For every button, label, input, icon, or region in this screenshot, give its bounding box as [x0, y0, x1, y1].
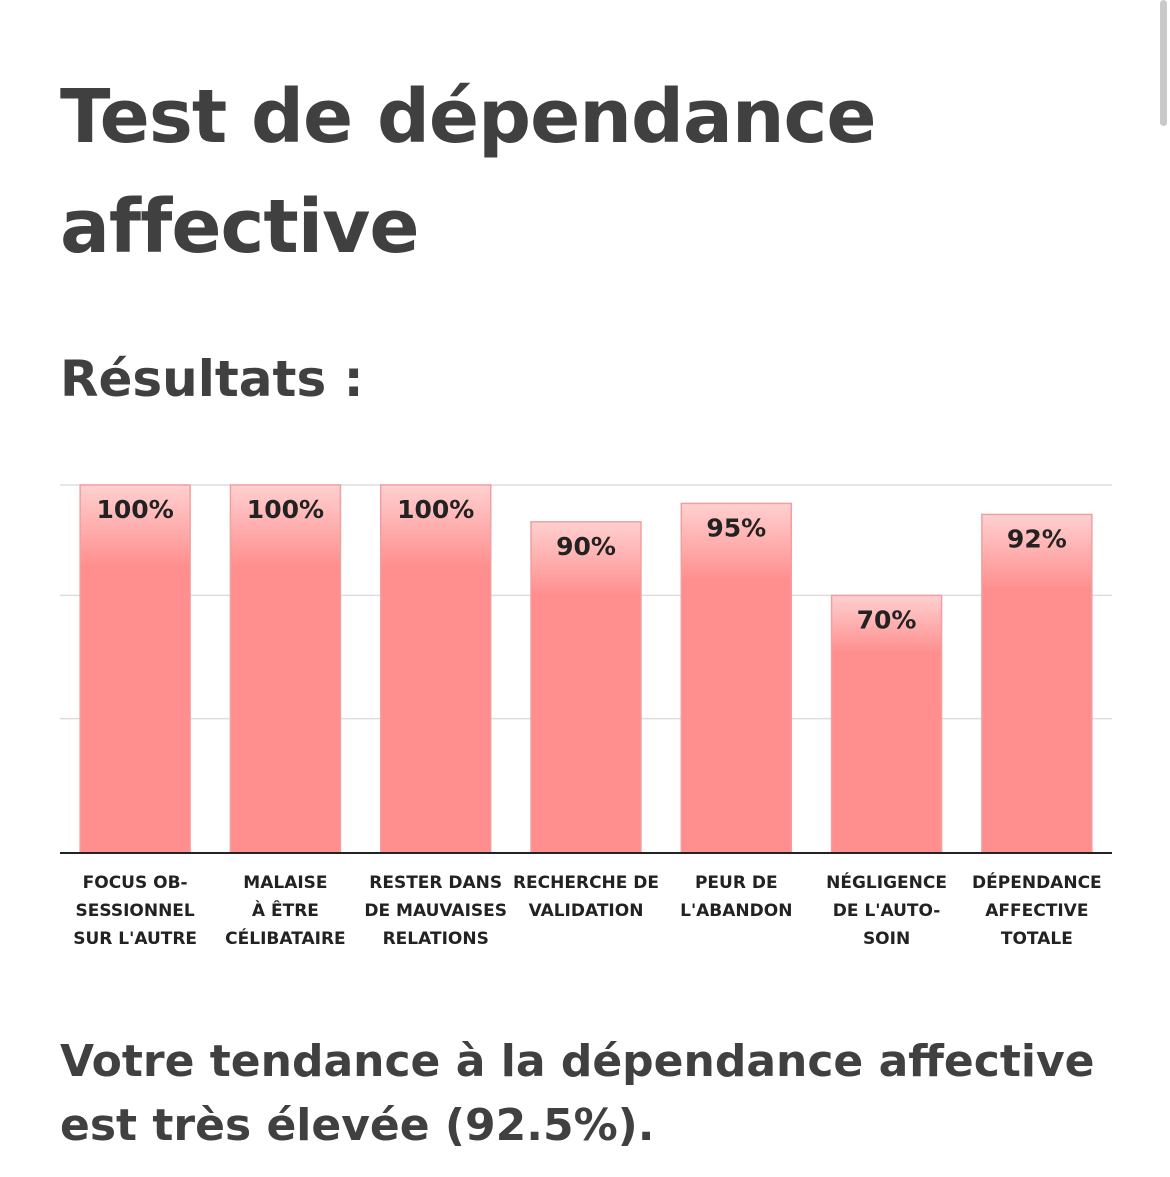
bar-value-label-0: 100%	[97, 495, 174, 524]
category-label-2: RESTER DANS DE MAUVAISES RELATIONS	[364, 873, 507, 949]
category-label-line: VALIDATION	[529, 901, 644, 921]
category-label-line: DÉPENDANCE	[972, 871, 1102, 893]
result-summary: Votre tendance à la dépendance affective…	[60, 1036, 1095, 1151]
bar-value-label-2: 100%	[397, 495, 474, 524]
results-heading: Résultats :	[60, 350, 364, 408]
category-label-3: RECHERCHE DE VALIDATION	[513, 873, 659, 921]
category-label-line: PEUR DE	[695, 873, 778, 893]
bar-value-label-5: 70%	[857, 605, 917, 634]
bar-value-label-3: 90%	[556, 532, 616, 561]
category-label-line: FOCUS OB-	[83, 873, 188, 893]
bar-4	[680, 502, 793, 854]
category-label-line: RECHERCHE DE	[513, 873, 659, 893]
bar-value-label-1: 100%	[247, 495, 324, 524]
category-label-1: MALAISE À ÊTRE CÉLIBATAIRE	[225, 873, 346, 949]
category-label-line: SESSIONNEL	[76, 901, 195, 921]
category-label-line: SOIN	[863, 929, 910, 949]
bar-2	[379, 484, 492, 854]
category-label-line: RESTER DANS	[369, 873, 502, 893]
category-label-line: À ÊTRE	[252, 899, 319, 921]
category-label-line: AFFECTIVE	[985, 901, 1088, 921]
category-label-line: CÉLIBATAIRE	[225, 927, 346, 949]
scrollbar[interactable]	[1160, 0, 1167, 126]
category-label-4: PEUR DE L'ABANDON	[680, 873, 792, 921]
bar-6	[981, 513, 1093, 854]
bar-1	[229, 484, 342, 854]
category-label-line: DE MAUVAISES	[364, 901, 507, 921]
results-bar-chart: 100% FOCUS OB- SESSIONNEL SUR L'AUTRE 100% MA…	[60, 484, 1112, 949]
category-label-line: TOTALE	[1001, 929, 1073, 949]
category-label-5: NÉGLIGENCE DE L'AUTO- SOIN	[826, 871, 947, 949]
category-label-line: NÉGLIGENCE	[826, 871, 947, 893]
category-label-line: DE L'AUTO-	[833, 901, 941, 921]
bar-0	[79, 484, 191, 854]
bar-5	[830, 594, 943, 854]
category-label-line: L'ABANDON	[680, 901, 792, 921]
bar-value-label-4: 95%	[706, 513, 766, 542]
category-label-6: DÉPENDANCE AFFECTIVE TOTALE	[972, 871, 1102, 949]
category-label-line: RELATIONS	[383, 929, 489, 949]
category-label-line: MALAISE	[243, 873, 327, 893]
page-title: Test de dépendance affective	[60, 74, 877, 270]
category-label-0: FOCUS OB- SESSIONNEL SUR L'AUTRE	[73, 873, 197, 949]
bar-value-label-6: 92%	[1007, 524, 1067, 553]
bar-3	[530, 521, 642, 854]
category-label-line: SUR L'AUTRE	[73, 929, 197, 949]
